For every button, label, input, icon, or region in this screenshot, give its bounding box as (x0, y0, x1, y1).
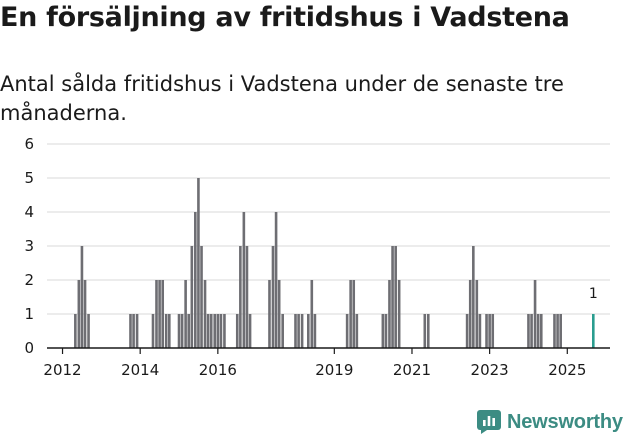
bar (277, 280, 281, 348)
bar (129, 314, 132, 348)
bar (349, 280, 352, 348)
x-tick-label: 2014 (121, 361, 159, 379)
bar (527, 314, 530, 348)
bar (352, 280, 356, 348)
bar (491, 314, 495, 348)
bar (485, 314, 488, 348)
bar (194, 212, 197, 348)
x-axis (47, 347, 610, 354)
bar (536, 314, 540, 348)
bar (213, 314, 217, 348)
bar (297, 314, 300, 348)
bar (530, 314, 533, 348)
bar (184, 280, 187, 348)
bar (248, 314, 252, 348)
bar-latest (592, 314, 595, 348)
tick-labels: 0 1 2 3 4 5 6 1 2012 2014 2016 2019 2021 2023 2025 (24, 135, 597, 379)
bar (77, 280, 81, 348)
bar (158, 280, 161, 348)
bar (307, 314, 310, 348)
bar (271, 246, 275, 348)
bar (556, 314, 559, 348)
bar (475, 280, 479, 348)
bar (300, 314, 304, 348)
y-tick-label: 3 (24, 237, 34, 255)
bar (539, 314, 543, 348)
bar (465, 314, 469, 348)
bar (74, 314, 77, 348)
x-tick-label: 2019 (315, 361, 353, 379)
bar (274, 212, 278, 348)
bar (397, 280, 401, 348)
bar (235, 314, 239, 348)
bar (161, 280, 165, 348)
bar (391, 246, 394, 348)
x-tick-label: 2023 (471, 361, 509, 379)
bar (381, 314, 385, 348)
chart-subtitle: Antal sålda fritidshus i Vadstena under … (0, 72, 564, 125)
bar (190, 246, 194, 348)
bar (223, 314, 226, 348)
bar (345, 314, 349, 348)
x-tick-label: 2012 (43, 361, 81, 379)
bar (533, 280, 537, 348)
bar (206, 314, 210, 348)
bar (197, 178, 200, 348)
bar (132, 314, 135, 348)
newsworthy-brand[interactable]: Newsworthy (477, 406, 623, 438)
bar (203, 280, 207, 348)
bar (394, 246, 397, 348)
x-tick-label: 2021 (393, 361, 431, 379)
bar (281, 314, 284, 348)
bar (468, 280, 472, 348)
bar (164, 314, 168, 348)
bar (426, 314, 430, 348)
y-tick-label: 5 (24, 169, 34, 187)
bar (488, 314, 491, 348)
bar (209, 314, 213, 348)
x-tick-label: 2016 (199, 361, 237, 379)
y-tick-label: 1 (24, 305, 34, 323)
bar (83, 280, 87, 348)
bar-value-label: 1 (589, 286, 598, 302)
bar (180, 314, 184, 348)
bars (74, 178, 595, 348)
bar (216, 314, 220, 348)
chart-title: En försäljning av fritidshus i Vadstena (0, 2, 570, 33)
bar (294, 314, 297, 348)
bar (135, 314, 139, 348)
bar (553, 314, 556, 348)
bar (187, 314, 191, 348)
bar (313, 314, 317, 348)
bar (423, 314, 427, 348)
bar (559, 314, 562, 348)
bar (268, 280, 271, 348)
bar (478, 314, 482, 348)
y-tick-label: 4 (24, 203, 34, 221)
bar (155, 280, 158, 348)
bar (177, 314, 181, 348)
bar (388, 280, 391, 348)
x-tick-label: 2025 (548, 361, 586, 379)
brand-name: Newsworthy (507, 410, 623, 433)
newsworthy-logo-icon (477, 410, 501, 434)
bar (219, 314, 223, 348)
y-tick-label: 0 (24, 339, 34, 357)
bar (384, 314, 388, 348)
bar (200, 246, 203, 348)
grid-lines (47, 143, 610, 315)
bar (355, 314, 359, 348)
bar (151, 314, 155, 348)
bar (310, 280, 314, 348)
bar (245, 246, 249, 348)
bar (87, 314, 90, 348)
y-tick-label: 2 (24, 271, 34, 289)
y-tick-label: 6 (24, 135, 34, 153)
bar (168, 314, 171, 348)
bar (80, 246, 84, 348)
bar (239, 246, 242, 348)
bar (242, 212, 246, 348)
bar (472, 246, 475, 348)
